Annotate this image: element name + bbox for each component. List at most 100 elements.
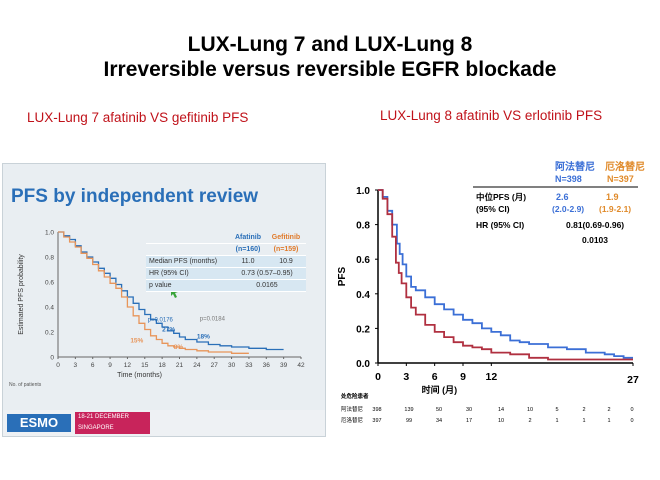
esmo-logo: ESMO <box>7 414 71 432</box>
slide-title: PFS by independent review <box>11 186 259 207</box>
at-risk-header: 处危险患者 <box>340 392 369 400</box>
stats-ci-label: (95% CI) <box>476 204 510 214</box>
y-tick-label: 0.6 <box>356 255 370 266</box>
at-risk-afatinib-value: 398 <box>372 407 381 413</box>
afatinib-ci: (2.0-2.9) <box>552 204 584 214</box>
x-tick-label: 9 <box>460 371 466 383</box>
y-tick-label: 0.0 <box>356 359 370 370</box>
y-tick-label: 0.4 <box>356 290 370 301</box>
erlotinib-ci: (1.9-2.1) <box>599 204 631 214</box>
at-risk-erlotinib-label: 厄洛替尼 <box>341 416 364 424</box>
cell: 0.73 (0.57–0.95) <box>241 270 293 277</box>
x-tick-label: 42 <box>297 362 305 369</box>
annotation-afatinib-pct-2: 18% <box>197 334 210 341</box>
x-tick-label: 39 <box>280 362 288 369</box>
at-risk-afatinib-value: 50 <box>436 407 442 413</box>
x-tick-label: 27 <box>627 374 639 386</box>
slide-stats-table: Afatinib Gefitinib (n=160) (n=159) Media… <box>146 232 306 292</box>
at-risk-afatinib-value: 0 <box>630 407 633 413</box>
conference-banner: ESMO 18-21 DECEMBER SINGAPORE <box>3 410 325 436</box>
afatinib-n: (n=160) <box>235 246 261 253</box>
y-tick-label: 0 <box>50 355 54 362</box>
at-risk-erlotinib-value: 2 <box>528 418 531 424</box>
right-heading: LUX-Lung 8 afatinib VS erlotinib PFS <box>380 108 603 123</box>
x-tick-label: 3 <box>74 362 78 369</box>
at-risk-erlotinib-value: 10 <box>498 418 504 424</box>
row-label: p value <box>149 282 172 289</box>
at-risk-erlotinib-value: 397 <box>372 418 381 424</box>
x-tick-label: 33 <box>245 362 253 369</box>
km-curve-afatinib <box>378 189 633 359</box>
x-tick-label: 21 <box>176 362 184 369</box>
x-tick-label: 12 <box>124 362 132 369</box>
lux-lung-7-km-chart: 00.20.40.60.81.00 3 6 9 12 15 18 21 24 27 30 33 36 39… <box>9 230 305 389</box>
x-axis-label: Time (months) <box>117 372 162 379</box>
km-curve-erlotinib <box>378 189 633 361</box>
at-risk-erlotinib-value: 1 <box>607 418 610 424</box>
y-tick-label: 1.0 <box>45 230 54 237</box>
x-tick-label: 12 <box>485 371 497 383</box>
at-risk-erlotinib-value: 1 <box>555 418 558 424</box>
x-tick-label: 18 <box>159 362 167 369</box>
table-header-row: Afatinib Gefitinib <box>146 232 306 244</box>
table-row: HR (95% CI) 0.73 (0.57–0.95) <box>146 268 306 280</box>
km-curve-gefitinib <box>58 231 249 354</box>
at-risk-afatinib-value: 10 <box>527 407 533 413</box>
x-tick-label: 3 <box>403 371 409 383</box>
annotation-afatinib-pct: 27% <box>162 326 175 333</box>
afatinib-median: 2.6 <box>556 192 569 202</box>
row-label: HR (95% CI) <box>149 270 189 277</box>
at-risk-erlotinib-value: 0 <box>630 418 633 424</box>
x-tick-label: 30 <box>228 362 236 369</box>
p-value: 0.0103 <box>582 235 608 245</box>
table-header-row-n: (n=160) (n=159) <box>146 244 306 256</box>
cell: 10.9 <box>279 258 293 265</box>
legend-erlotinib-n: N=397 <box>607 174 634 184</box>
at-risk-label: No. of patients <box>9 382 42 388</box>
legend-erlotinib-name: 厄洛替尼 <box>605 160 645 173</box>
legend-afatinib-name: 阿法替尼 <box>555 160 595 173</box>
at-risk-afatinib-value: 5 <box>555 407 558 413</box>
x-tick-label: 27 <box>211 362 219 369</box>
y-axis-label: PFS <box>337 266 348 286</box>
left-heading: LUX-Lung 7 afatinib VS gefitinib PFS <box>27 110 249 125</box>
annotation-gefitinib-pct-2: 8% <box>174 344 184 351</box>
table-row: p value 0.0165 <box>146 280 306 292</box>
x-tick-label: 6 <box>432 371 438 383</box>
y-tick-label: 0.8 <box>45 255 54 262</box>
gefitinib-n: (n=159) <box>273 246 299 253</box>
event-date: 18-21 DECEMBER SINGAPORE <box>75 412 150 434</box>
title-line-1: LUX-Lung 7 and LUX-Lung 8 <box>187 33 473 56</box>
annotation-p-value-2: p=0.0184 <box>200 317 226 323</box>
cell: 0.0165 <box>256 282 278 289</box>
erlotinib-median: 1.9 <box>606 192 619 202</box>
row-label: Median PFS (months) <box>149 258 218 265</box>
y-tick-label: 1.0 <box>356 186 370 197</box>
at-risk-afatinib-value: 14 <box>498 407 504 413</box>
y-axis-label: Estimated PFS probability <box>18 254 25 335</box>
y-tick-label: 0.2 <box>45 330 54 337</box>
at-risk-afatinib-value: 2 <box>582 407 585 413</box>
x-tick-label: 0 <box>56 362 60 369</box>
x-tick-label: 0 <box>375 371 381 383</box>
hr-label: HR (95% CI) <box>476 220 524 230</box>
at-risk-erlotinib-value: 99 <box>406 418 412 424</box>
x-tick-label: 9 <box>108 362 112 369</box>
at-risk-afatinib-value: 30 <box>466 407 472 413</box>
gefitinib-column-header: Gefitinib <box>271 234 301 241</box>
annotation-p-value-1: p=0.0176 <box>148 317 174 323</box>
y-tick-label: 0.6 <box>45 280 54 287</box>
annotation-gefitinib-pct: 15% <box>130 337 143 344</box>
at-risk-afatinib-value: 2 <box>607 407 610 413</box>
title-line-2: Irreversible versus reversible EGFR bloc… <box>103 58 557 81</box>
cell: 11.0 <box>241 258 255 265</box>
at-risk-afatinib-value: 139 <box>404 407 413 413</box>
at-risk-erlotinib-value: 17 <box>466 418 472 424</box>
x-axis-label: 时间 (月) <box>422 384 458 395</box>
legend-afatinib-n: N=398 <box>555 174 582 184</box>
x-tick-label: 36 <box>263 362 271 369</box>
afatinib-column-header: Afatinib <box>234 234 262 241</box>
x-tick-label: 15 <box>141 362 149 369</box>
y-tick-label: 0.8 <box>356 221 370 232</box>
